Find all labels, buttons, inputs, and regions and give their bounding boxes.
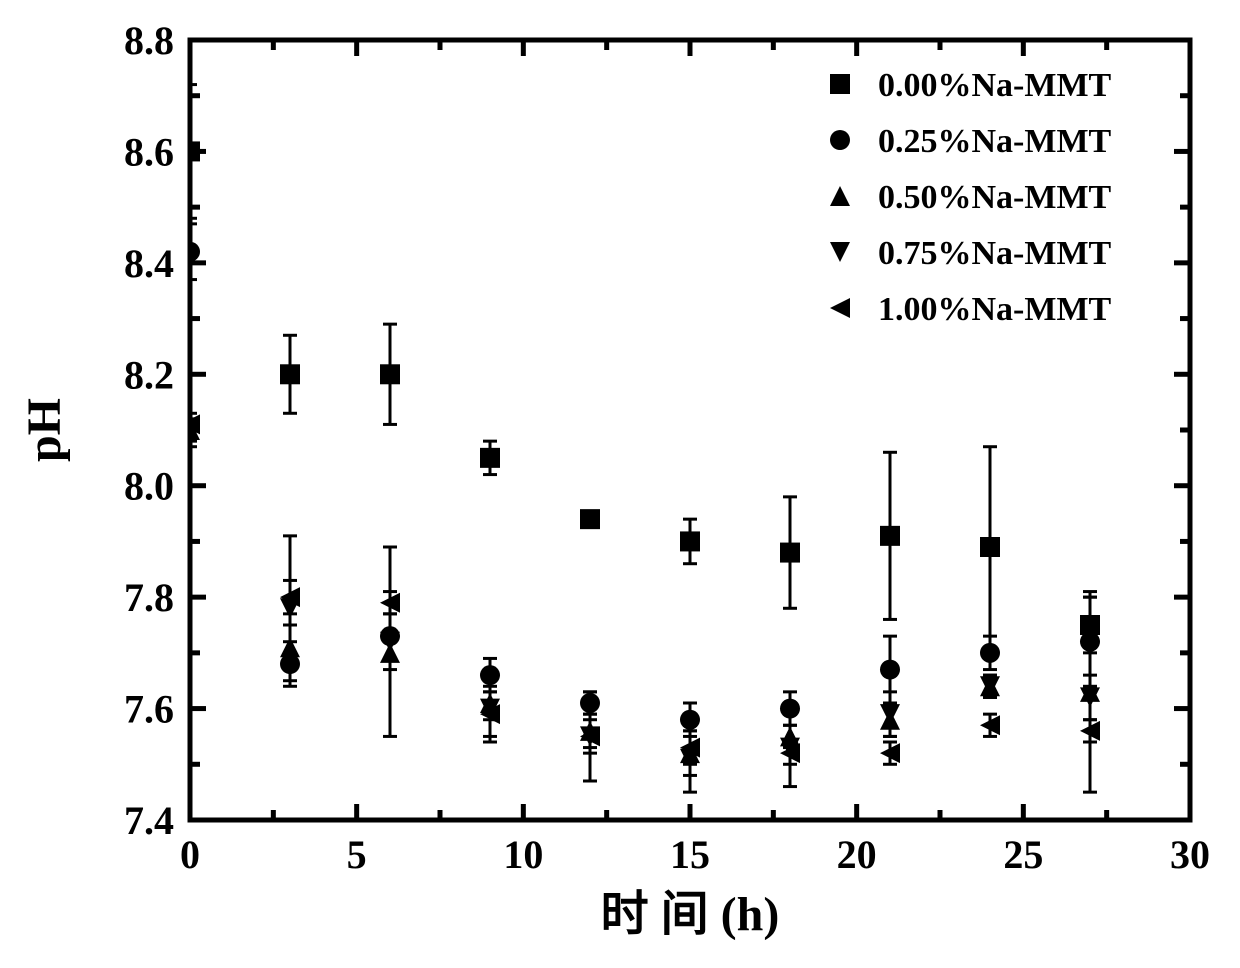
marker-circle [980, 643, 1000, 663]
y-tick-label: 7.6 [124, 687, 174, 732]
marker-triangle-left [830, 298, 850, 318]
legend-label: 0.25%Na-MMT [878, 123, 1112, 160]
marker-square [880, 526, 900, 546]
y-axis-label: pH [18, 398, 71, 462]
x-tick-label: 15 [670, 832, 710, 877]
legend: 0.00%Na-MMT 0.25%Na-MMT 0.50%Na-MMT 0.75%Na… [830, 67, 1112, 328]
y-tick-label: 7.8 [124, 575, 174, 620]
marker-circle [780, 699, 800, 719]
chart-container: 0 5 10 15 20 25 30 7.4 7.6 7.8 8.0 8.2 8.4 8.6 8.8 时 间 … [0, 0, 1240, 968]
marker-square [180, 141, 200, 161]
x-tick-label: 20 [837, 832, 877, 877]
x-tick-label: 0 [180, 832, 200, 877]
marker-triangle-down [880, 704, 900, 724]
legend-label: 0.00%Na-MMT [878, 67, 1112, 104]
legend-label: 1.00%Na-MMT [878, 291, 1112, 328]
marker-square [680, 531, 700, 551]
marker-triangle-up [830, 186, 850, 206]
marker-circle [680, 710, 700, 730]
y-tick-label: 8.2 [124, 352, 174, 397]
x-tick-label: 25 [1003, 832, 1043, 877]
y-tick-label: 8.0 [124, 464, 174, 509]
x-tick-label: 10 [503, 832, 543, 877]
marker-circle [180, 242, 200, 262]
ph-vs-time-chart: 0 5 10 15 20 25 30 7.4 7.6 7.8 8.0 8.2 8.4 8.6 8.8 时 间 … [0, 0, 1240, 968]
marker-triangle-down [830, 242, 850, 262]
marker-square [280, 364, 300, 384]
x-tick-label: 30 [1170, 832, 1210, 877]
marker-square [780, 543, 800, 563]
y-tick-label: 8.6 [124, 129, 174, 174]
marker-square [380, 364, 400, 384]
marker-circle [1080, 632, 1100, 652]
y-tick-label: 7.4 [124, 798, 174, 843]
legend-label: 0.75%Na-MMT [878, 235, 1112, 272]
legend-label: 0.50%Na-MMT [878, 179, 1112, 216]
marker-square [580, 509, 600, 529]
y-tick-label: 8.4 [124, 241, 174, 286]
y-tick-label: 8.8 [124, 18, 174, 63]
x-axis-label: 时 间 (h) [601, 888, 780, 941]
marker-square [480, 448, 500, 468]
marker-square [980, 537, 1000, 557]
marker-circle [880, 660, 900, 680]
marker-square [830, 74, 850, 94]
marker-circle [830, 130, 850, 150]
marker-circle [580, 693, 600, 713]
x-tick-label: 5 [347, 832, 367, 877]
marker-circle [480, 665, 500, 685]
